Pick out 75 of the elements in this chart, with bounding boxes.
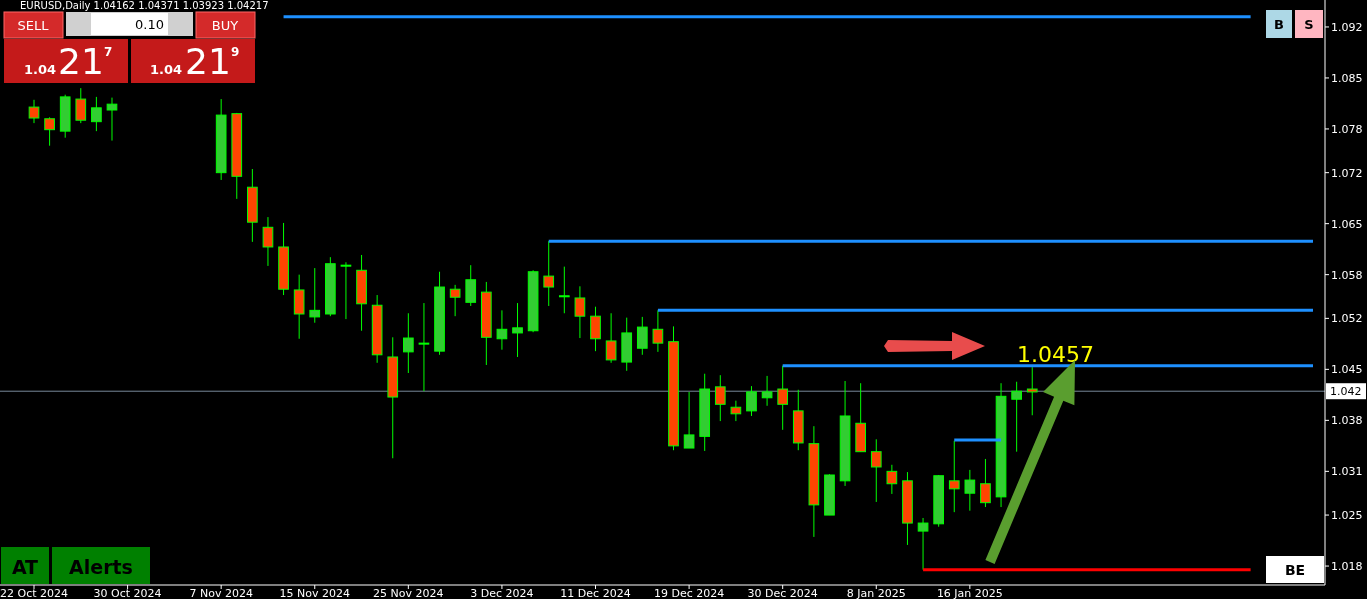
candlestick [683, 391, 695, 449]
x-tick-label: 19 Dec 2024 [653, 587, 725, 599]
candlestick [543, 240, 555, 307]
candlestick [605, 312, 617, 364]
y-tick-label: 1.072 [1331, 166, 1363, 180]
annotation: 21 [185, 41, 231, 82]
y-tick-label: 1.031 [1331, 465, 1363, 479]
candlestick [964, 469, 976, 512]
candlestick [309, 267, 321, 324]
candlestick [496, 309, 508, 351]
candlestick [777, 365, 789, 431]
y-tick-label: 1.078 [1331, 122, 1363, 136]
candlestick [574, 285, 586, 339]
annotation: SELL [17, 18, 50, 33]
x-tick-label: 8 Jan 2025 [846, 587, 906, 599]
annotation: 1.04 [24, 62, 57, 77]
candlestick [465, 264, 477, 307]
y-tick-label: 1.065 [1331, 217, 1363, 231]
x-tick-label: 11 Dec 2024 [560, 587, 631, 599]
candlestick [418, 302, 430, 392]
candlestick [636, 316, 648, 356]
annotation: B [1274, 17, 1284, 32]
x-tick-label: 3 Dec 2024 [470, 587, 534, 599]
chart-title: EURUSD,Daily 1.04162 1.04371 1.03923 1.04217 [20, 0, 269, 11]
annotation: 9 [231, 45, 240, 59]
candlestick [761, 375, 773, 407]
annotation: S [1304, 17, 1314, 32]
candlestick [75, 87, 87, 124]
annotation: 0.10 [135, 17, 164, 32]
annotation: 1.04 [150, 62, 183, 77]
y-tick-label: 1.085 [1331, 71, 1363, 85]
candlestick [262, 216, 274, 267]
ref-line-label: 1.042 [1330, 385, 1362, 399]
x-tick-label: 7 Nov 2024 [189, 587, 253, 599]
candlestick [28, 99, 40, 124]
candlestick [980, 458, 991, 508]
candlestick [590, 306, 601, 352]
candlestick [106, 97, 118, 142]
y-tick-label: 1.058 [1331, 268, 1363, 282]
x-tick-label: 22 Oct 2024 [0, 587, 69, 599]
x-tick-label: 30 Oct 2024 [93, 587, 162, 599]
x-tick-label: 30 Dec 2024 [747, 587, 818, 599]
candlestick [714, 374, 726, 422]
candlestick [917, 517, 929, 571]
candlestick [730, 400, 742, 422]
y-tick-label: 1.045 [1331, 363, 1363, 377]
candlestick [512, 302, 523, 358]
candlestick [403, 312, 414, 374]
annotation: 1.0457 [1017, 342, 1094, 367]
candlestick [1011, 381, 1022, 453]
candlestick [340, 261, 352, 320]
annotation: AT [11, 556, 39, 578]
annotation: 7 [104, 45, 113, 59]
candlestick [558, 266, 570, 314]
y-tick-label: 1.052 [1331, 312, 1363, 326]
candlestick [1026, 366, 1038, 416]
annotation: BE [1284, 562, 1306, 578]
candlestick [886, 464, 898, 495]
candlestick [870, 438, 882, 503]
y-tick-label: 1.092 [1331, 20, 1363, 34]
y-tick-label: 1.025 [1331, 509, 1363, 523]
candlestick [746, 385, 757, 417]
y-tick-label: 1.018 [1331, 560, 1363, 574]
annotation: BUY [211, 18, 239, 33]
candlestick [44, 116, 55, 147]
candlestick [449, 284, 461, 317]
x-tick-label: 15 Nov 2024 [279, 587, 350, 599]
x-tick-label: 25 Nov 2024 [373, 587, 444, 599]
y-tick-label: 1.038 [1331, 414, 1363, 428]
candlestick [652, 309, 664, 353]
x-tick-label: 16 Jan 2025 [936, 587, 1003, 599]
candlestick [948, 440, 960, 513]
annotation: 21 [58, 41, 104, 82]
annotation: Alerts [69, 556, 133, 578]
candlestick [91, 96, 102, 132]
